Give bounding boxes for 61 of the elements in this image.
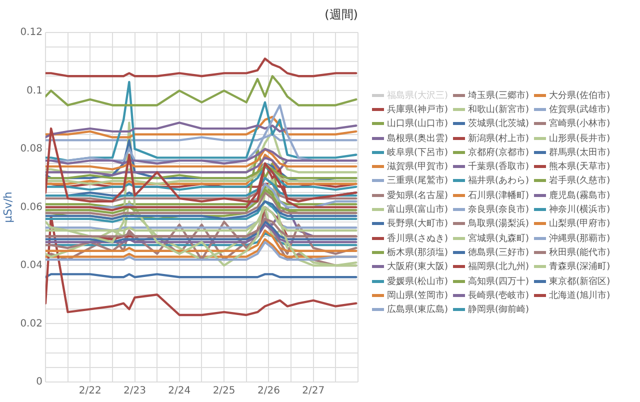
legend-label: 群馬県(太田市) xyxy=(549,146,610,159)
legend-label: 沖縄県(那覇市) xyxy=(549,232,610,245)
legend-label: 鳥取県(湯梨浜) xyxy=(468,218,530,230)
legend-label: 神奈川(横浜市) xyxy=(549,204,610,216)
legend-label: 鹿児島(霧島市) xyxy=(549,190,610,202)
legend-label: 奈良県(奈良市) xyxy=(468,204,530,216)
legend-label: 長崎県(壱岐市) xyxy=(468,290,530,302)
x-tick-label: 2/24 xyxy=(168,386,191,397)
legend-label: 京都府(京都市) xyxy=(468,146,530,159)
legend-label: 石川県(津幡町) xyxy=(468,190,530,202)
legend-label: 福岡県(北九州) xyxy=(468,260,530,274)
legend-label: 岐阜県(下呂市) xyxy=(387,146,448,159)
legend-label: 滋賀県(甲賀市) xyxy=(387,160,448,174)
x-tick-label: 2/23 xyxy=(124,386,146,397)
y-tick-label: 0.02 xyxy=(20,318,42,330)
legend-label: 宮城県(丸森町) xyxy=(468,232,530,245)
chart-title: (週間) xyxy=(324,7,358,22)
legend-label: 愛知県(名古屋) xyxy=(387,190,448,202)
legend-label: 愛媛県(松山市) xyxy=(387,276,448,288)
legend-label: 熊本県(天草市) xyxy=(549,160,610,174)
legend-label: 東京都(新宿区) xyxy=(549,276,610,288)
legend-label: 大分県(佐伯市) xyxy=(549,90,610,102)
legend-label: 埼玉県(三郷市) xyxy=(468,90,530,102)
legend-label: 秋田県(能代市) xyxy=(549,246,610,259)
x-tick-label: 2/27 xyxy=(302,386,325,397)
legend-label: 徳島県(三好市) xyxy=(468,246,530,259)
y-axis-title: μSv/h xyxy=(1,192,14,223)
legend-label: 福井県(あわら) xyxy=(468,174,530,188)
y-tick-label: 0.12 xyxy=(20,26,42,38)
legend-label: 大阪府(東大阪) xyxy=(387,260,448,274)
legend-label: 静岡県(御前崎) xyxy=(468,304,530,316)
y-tick-label: 0 xyxy=(36,376,42,388)
x-tick-label: 2/25 xyxy=(212,386,236,397)
legend-label: 千葉県(香取市) xyxy=(468,160,530,174)
legend-label: 青森県(深浦町) xyxy=(549,260,610,274)
legend-label: 島根県(奥出雲) xyxy=(387,132,448,145)
y-tick-label: 0.1 xyxy=(26,85,42,96)
legend-label: 茨城県(北茨城) xyxy=(468,118,530,130)
legend-label: 香川県(さぬき) xyxy=(387,232,448,245)
legend-label: 岡山県(笠岡市) xyxy=(387,290,448,302)
x-tick-label: 2/22 xyxy=(78,386,102,397)
legend-label: 岩手県(久慈市) xyxy=(549,174,610,188)
legend-label: 山口県(山口市) xyxy=(387,118,448,130)
legend-label: 宮崎県(小林市) xyxy=(549,118,610,130)
legend-label: 栃木県(那須塩) xyxy=(387,246,448,259)
legend-label: 北海道(旭川市) xyxy=(549,290,610,302)
legend-label: 富山県(富山市) xyxy=(387,204,448,216)
legend-label: 新潟県(村上市) xyxy=(468,132,530,145)
legend-label: 長野県(大町市) xyxy=(387,218,448,230)
x-tick-label: 2/26 xyxy=(257,386,280,397)
legend-label: 高知県(四万十) xyxy=(468,276,530,288)
legend-label: 三重県(尾鷲市) xyxy=(387,174,448,188)
y-tick-label: 0.06 xyxy=(20,202,42,213)
legend-label: 兵庫県(神戸市) xyxy=(387,104,448,116)
y-tick-label: 0.08 xyxy=(20,144,42,155)
legend-label: 和歌山(新宮市) xyxy=(468,104,530,116)
legend-label: 山梨県(甲府市) xyxy=(549,218,610,230)
y-tick-label: 0.04 xyxy=(20,260,42,272)
legend-label: 山形県(長井市) xyxy=(549,132,610,145)
legend-label: 広島県(東広島) xyxy=(387,304,448,316)
legend-label: 佐賀県(武雄市) xyxy=(549,104,610,116)
